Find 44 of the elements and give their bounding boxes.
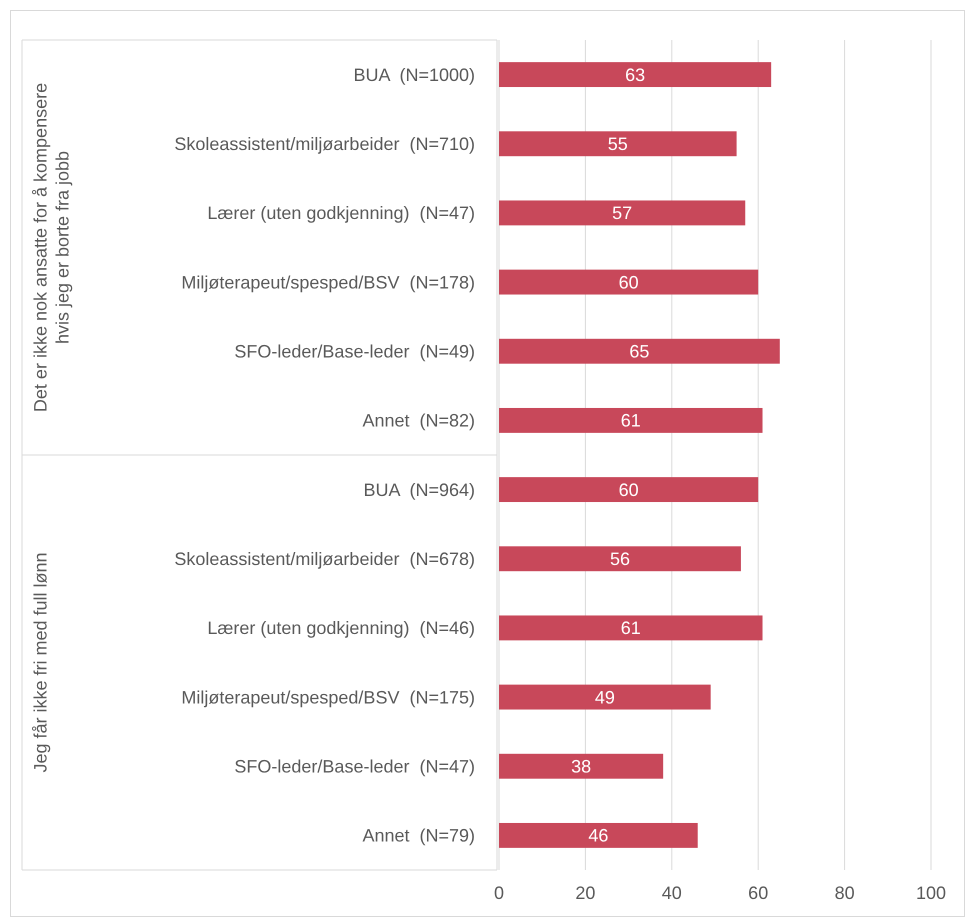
data-label: 60 [618,480,639,500]
bar [499,615,763,640]
bar [499,822,698,848]
x-tick-label: 0 [494,882,504,903]
data-label: 55 [608,134,628,154]
data-label: 46 [588,826,608,846]
y-tick-label: Miljøterapeut/spesped/BSV (N=178) [181,272,475,292]
data-label: 65 [629,342,650,362]
y-tick-label: BUA (N=964) [363,480,475,500]
bar [499,270,758,295]
bar [499,477,758,502]
data-label: 56 [610,549,630,570]
x-tick-label: 60 [748,882,768,903]
y-tick-label: Skoleassistent/miljøarbeider (N=678) [174,549,475,570]
bar [499,546,741,572]
y-tick-label: Miljøterapeut/spesped/BSV (N=175) [181,687,475,708]
bar [499,200,746,226]
bar [499,684,711,710]
bar [499,408,763,433]
bar [499,62,772,88]
y-tick-label: BUA (N=1000) [353,64,475,85]
text: Jeg får ikke fri med full lønn [30,552,50,773]
data-label: 49 [594,687,615,708]
text: Det er ikke nok ansatte for å kompensere hvis jeg er borte fra jobb [30,82,72,412]
x-tick-label: 80 [834,882,855,903]
y-tick-label: SFO-leder/Base-leder (N=49) [234,342,475,362]
data-label: 57 [612,203,632,224]
data-label: 61 [620,410,641,431]
y-tick-label: Annet (N=82) [362,410,475,431]
y-tick-label: Skoleassistent/miljøarbeider (N=710) [174,134,475,154]
bar [499,338,780,364]
bar [499,754,664,779]
data-label: 63 [625,64,646,85]
data-label: 60 [618,272,639,292]
y-tick-label: Lærer (uten godkjenning) (N=46) [207,618,475,638]
y-tick-label: SFO-leder/Base-leder (N=47) [234,756,475,777]
bar [499,131,737,156]
x-tick-label: 100 [916,882,946,903]
x-tick-label: 20 [575,882,596,903]
y-tick-label: Annet (N=79) [362,826,475,846]
y-tick-label: Lærer (uten godkjenning) (N=47) [207,203,475,224]
data-label: 61 [620,618,641,638]
x-tick-label: 40 [662,882,682,903]
data-label: 38 [571,756,592,777]
